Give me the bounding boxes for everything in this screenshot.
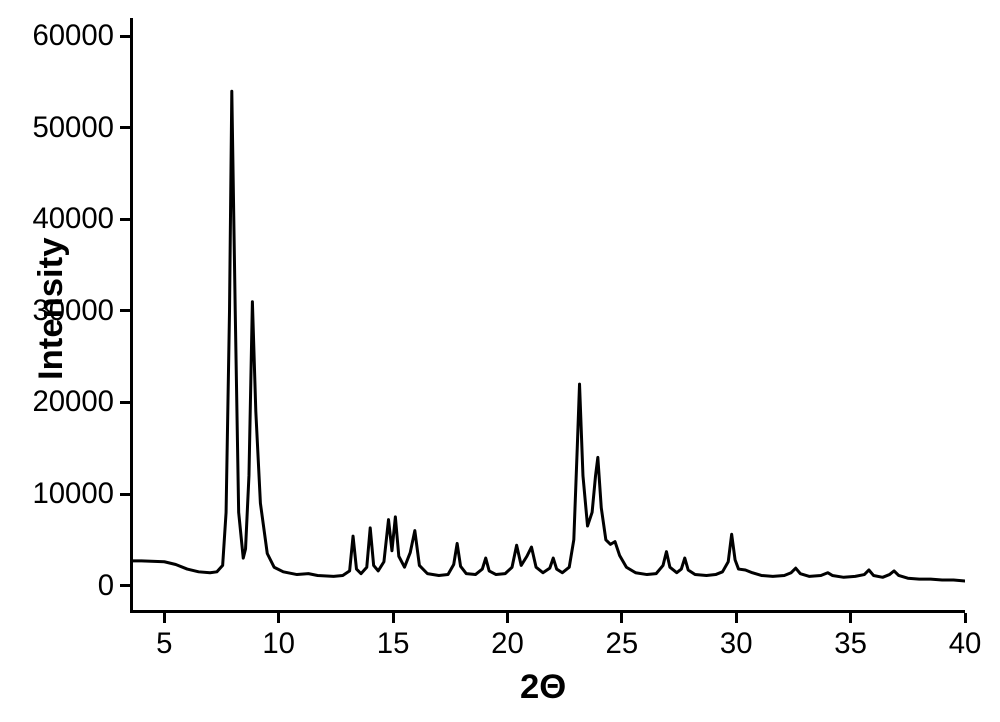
x-tick-label: 5 (156, 627, 172, 661)
x-tick-label: 10 (262, 627, 295, 661)
x-tick-mark (849, 613, 852, 623)
y-tick-label: 10000 (32, 477, 114, 511)
x-axis-label: 2Θ (520, 668, 566, 707)
y-tick-label: 50000 (32, 111, 114, 145)
x-tick-label: 30 (720, 627, 753, 661)
y-tick-label: 0 (98, 569, 114, 603)
xrd-chart: Intensity 2Θ 510152025303540010000200003… (0, 0, 1000, 722)
x-tick-label: 15 (377, 627, 410, 661)
y-tick-mark (120, 401, 130, 404)
x-tick-mark (620, 613, 623, 623)
y-tick-mark (120, 584, 130, 587)
y-tick-label: 60000 (32, 19, 114, 53)
x-tick-label: 25 (606, 627, 639, 661)
y-tick-mark (120, 309, 130, 312)
x-tick-mark (277, 613, 280, 623)
y-tick-mark (120, 126, 130, 129)
x-tick-mark (964, 613, 967, 623)
x-tick-label: 35 (834, 627, 867, 661)
y-tick-mark (120, 493, 130, 496)
x-tick-mark (392, 613, 395, 623)
y-tick-label: 40000 (32, 202, 114, 236)
x-tick-label: 40 (949, 627, 982, 661)
x-tick-mark (163, 613, 166, 623)
x-tick-mark (735, 613, 738, 623)
x-tick-mark (506, 613, 509, 623)
y-tick-label: 30000 (32, 294, 114, 328)
y-tick-mark (120, 35, 130, 38)
y-tick-label: 20000 (32, 385, 114, 419)
y-tick-mark (120, 218, 130, 221)
x-tick-label: 20 (491, 627, 524, 661)
plot-area (130, 18, 965, 613)
series-line (130, 18, 965, 613)
